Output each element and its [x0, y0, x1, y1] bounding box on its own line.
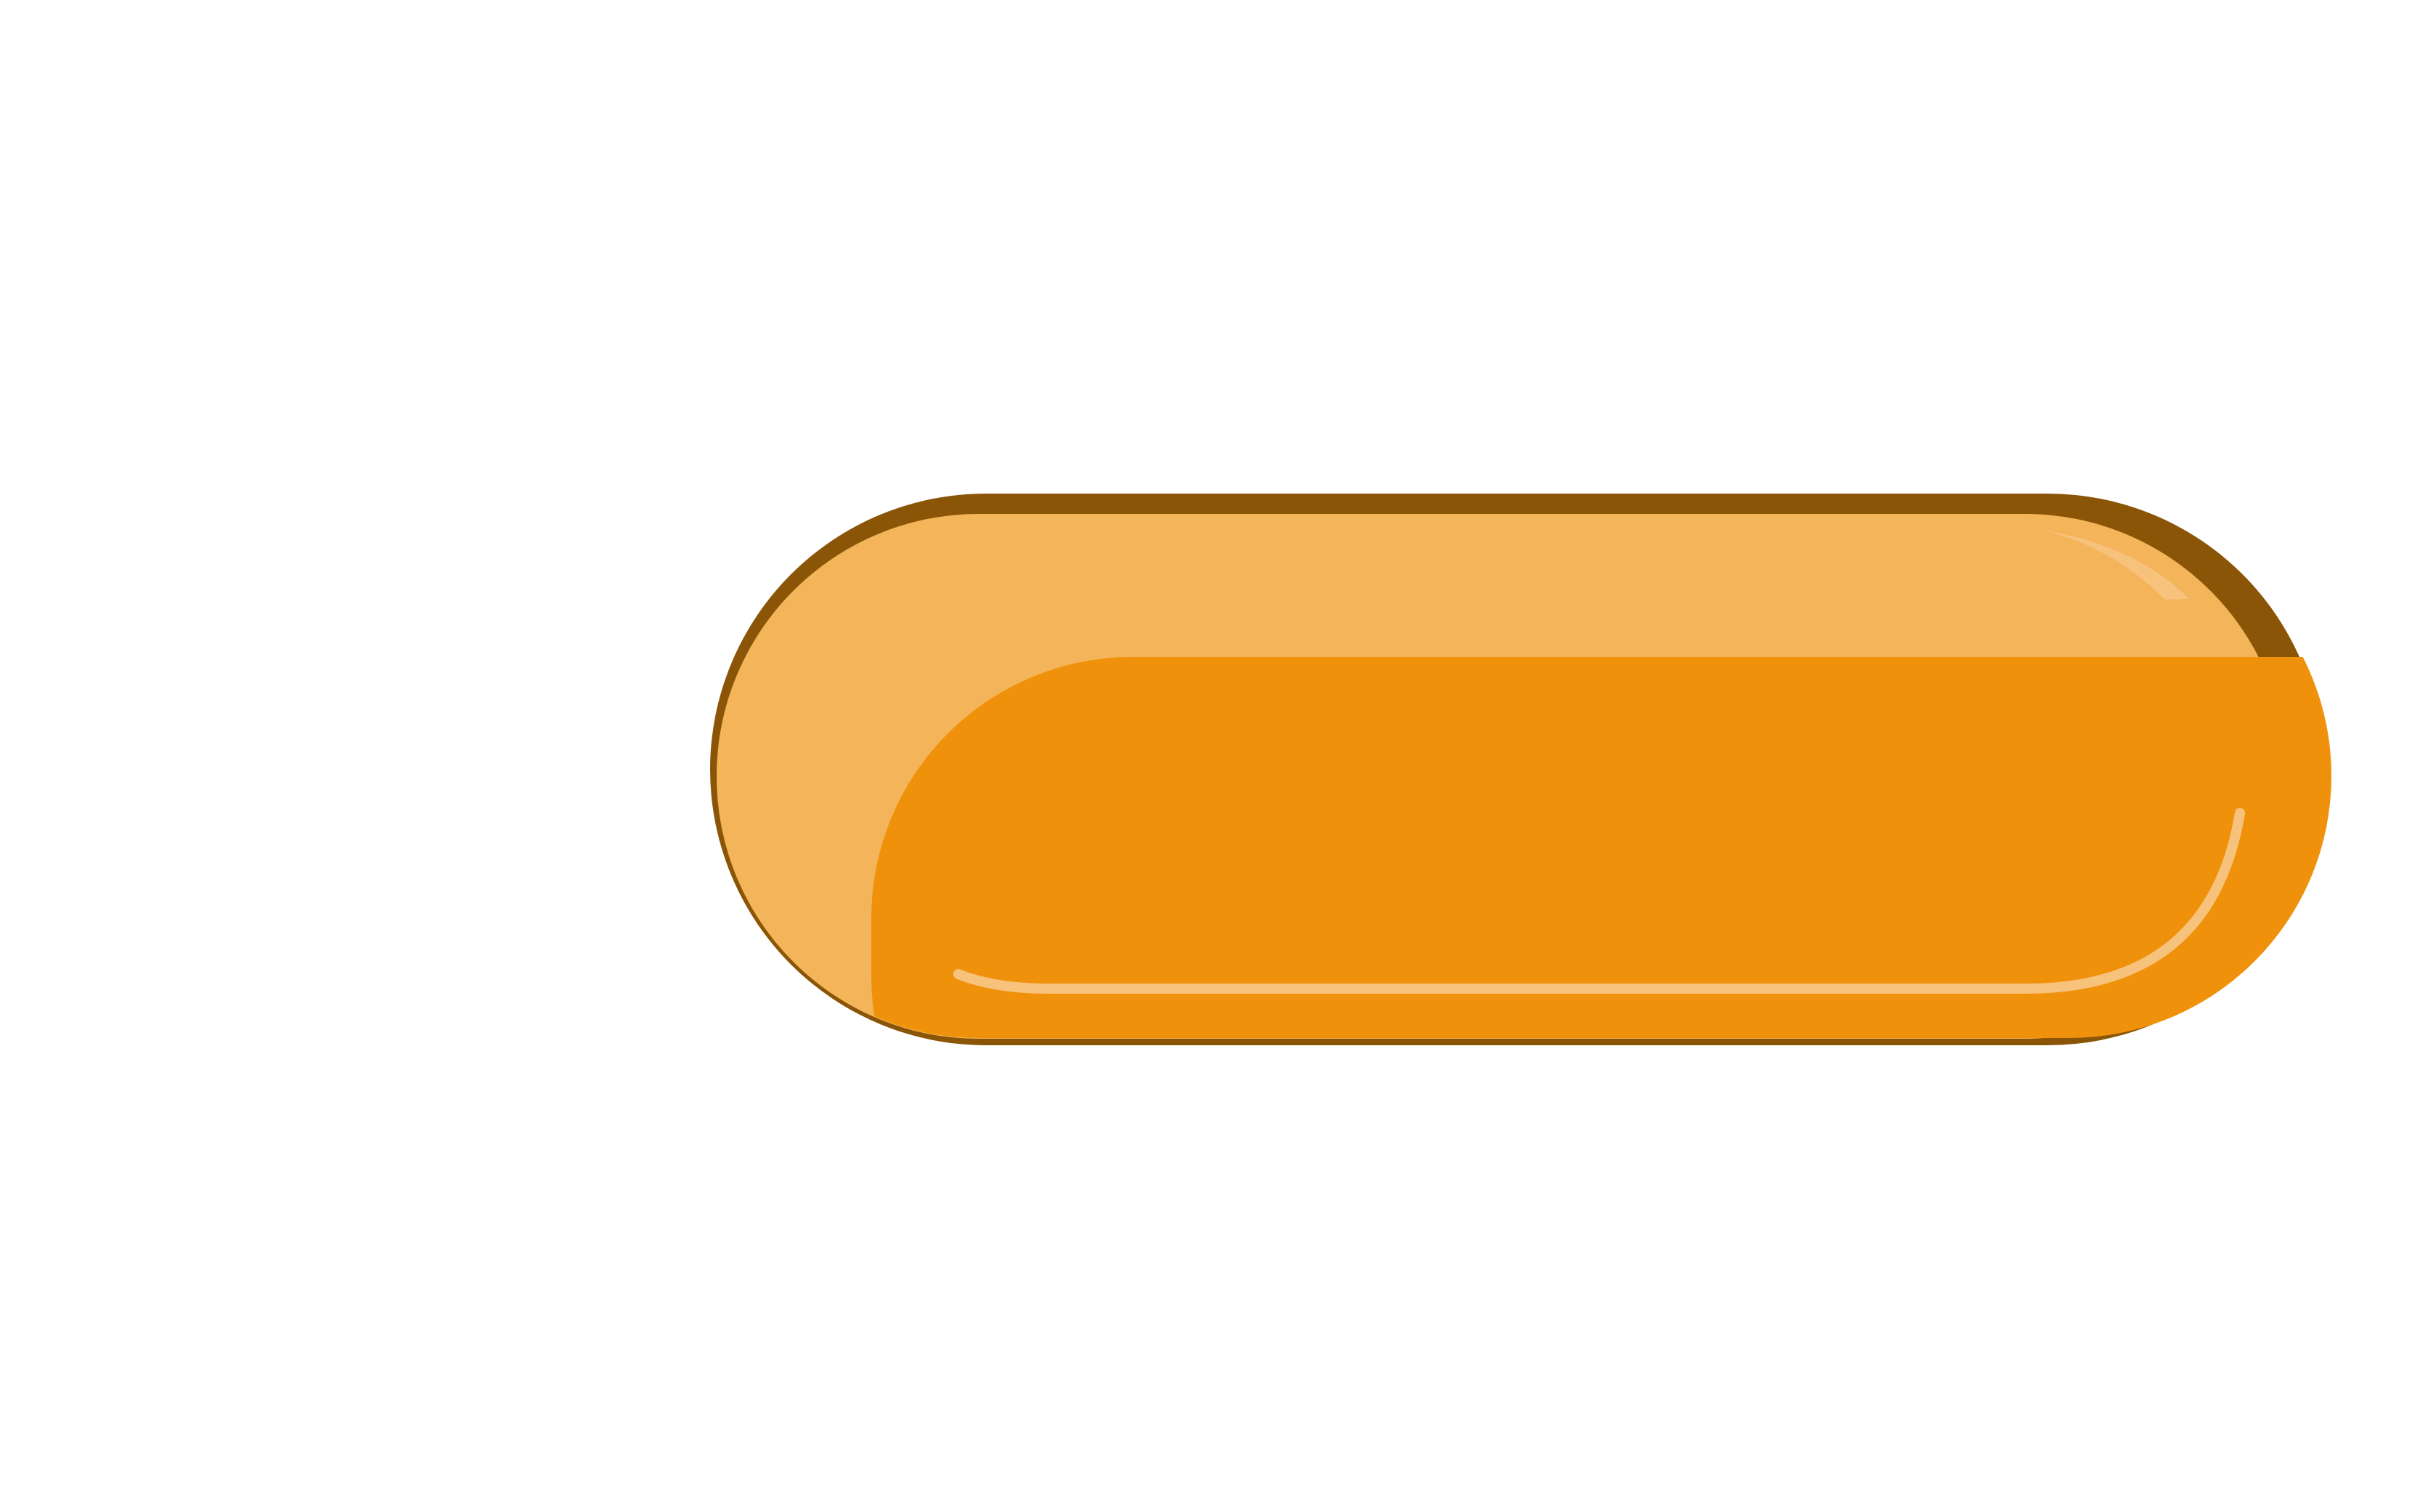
- button-lower-body: [871, 657, 2331, 1038]
- pill-button[interactable]: [710, 494, 2420, 1238]
- gloss-highlight: [2040, 530, 2189, 600]
- inner-highlight-line: [953, 808, 2245, 994]
